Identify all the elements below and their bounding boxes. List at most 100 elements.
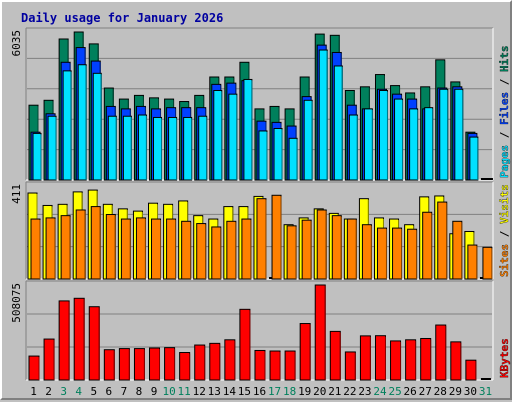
bar-kbytes-day-15	[239, 308, 251, 381]
bar-kbytes-day-11	[179, 352, 191, 381]
bar-kbytes-day-31	[480, 378, 491, 380]
day-label-4: 4	[75, 385, 82, 398]
bar-sites-day-28	[437, 201, 448, 280]
bar-kbytes-day-2	[43, 338, 55, 381]
bar-sites-day-15	[241, 218, 252, 280]
day-label-31: 31	[479, 385, 492, 398]
bar-kbytes-day-12	[194, 344, 206, 381]
panel-max-label: 6035	[10, 30, 23, 57]
legend-sites: Sites	[498, 244, 511, 277]
bar-sites-day-14	[226, 220, 237, 280]
legend-visits: Visits	[498, 184, 511, 224]
day-label-2: 2	[45, 385, 52, 398]
day-label-11: 11	[178, 385, 191, 398]
day-label-19: 19	[298, 385, 311, 398]
bar-sites-day-29	[452, 220, 463, 280]
bar-kbytes-day-1	[28, 355, 40, 381]
bar-pages-day-4	[77, 64, 87, 181]
day-label-16: 16	[253, 385, 266, 398]
bar-kbytes-day-24	[374, 335, 386, 381]
day-labels: 1 2 3 4 5 6 7 8 9 10 11 12 13 14 15 16 17 18 19 20 21 22 23 24 2…	[30, 385, 492, 398]
bar-sites-day-27	[422, 211, 433, 280]
bar-kbytes-day-23	[359, 335, 371, 381]
bar-sites-day-3	[60, 215, 71, 280]
bar-pages-day-27	[424, 107, 434, 181]
bar-sites-day-4	[75, 209, 86, 280]
day-label-17: 17	[268, 385, 281, 398]
bar-pages-day-30	[469, 136, 479, 181]
panel-max-label: 508075	[10, 283, 23, 323]
legend-hits-files-pages: Pages / Files / Hits	[498, 46, 511, 179]
day-label-9: 9	[151, 385, 158, 398]
bar-sites-day-31	[482, 246, 493, 280]
bar-kbytes-day-25	[390, 340, 402, 381]
bar-sites-day-6	[105, 214, 116, 280]
bar-kbytes-day-9	[149, 347, 161, 381]
bar-kbytes-day-19	[299, 323, 311, 381]
bar-sites-day-12	[196, 223, 207, 280]
day-label-22: 22	[343, 385, 356, 398]
day-label-21: 21	[328, 385, 341, 398]
bar-pages-day-7	[122, 115, 132, 181]
bar-pages-day-29	[454, 88, 464, 181]
bar-sites-day-19	[301, 219, 312, 280]
bar-kbytes-day-3	[58, 300, 70, 381]
day-label-13: 13	[208, 385, 221, 398]
bar-sites-day-21	[331, 215, 342, 280]
bar-pages-day-11	[183, 116, 193, 181]
bar-sites-day-7	[120, 218, 131, 280]
day-label-18: 18	[283, 385, 296, 398]
day-label-8: 8	[136, 385, 143, 398]
bar-sites-day-11	[181, 220, 192, 280]
bar-sites-day-26	[407, 228, 418, 280]
bar-kbytes-day-22	[344, 351, 356, 381]
day-label-29: 29	[449, 385, 462, 398]
day-label-3: 3	[60, 385, 67, 398]
bar-sites-day-13	[211, 226, 222, 280]
panel-kbytes: 508075	[10, 280, 494, 381]
bar-kbytes-day-8	[133, 348, 145, 381]
bar-pages-day-5	[92, 72, 102, 181]
bar-kbytes-day-30	[465, 359, 477, 381]
day-label-25: 25	[388, 385, 401, 398]
bar-kbytes-day-16	[254, 349, 266, 381]
day-label-23: 23	[358, 385, 371, 398]
day-label-30: 30	[464, 385, 477, 398]
bar-pages-day-14	[228, 93, 238, 181]
bar-kbytes-day-10	[164, 347, 176, 381]
panel-max-label: 411	[10, 184, 23, 204]
day-label-6: 6	[106, 385, 113, 398]
bar-kbytes-day-27	[420, 337, 432, 381]
bar-sites-day-9	[151, 218, 162, 280]
day-label-15: 15	[238, 385, 251, 398]
bar-sites-day-24	[376, 227, 387, 280]
bar-pages-day-3	[62, 70, 72, 181]
bar-pages-day-15	[243, 78, 253, 181]
bar-sites-day-2	[45, 217, 56, 280]
bar-kbytes-day-17	[269, 350, 281, 381]
bar-sites-day-22	[346, 218, 357, 280]
bar-pages-day-18	[288, 137, 298, 181]
bar-pages-day-17	[273, 128, 283, 181]
bar-kbytes-day-7	[118, 348, 130, 381]
bar-pages-day-25	[394, 98, 404, 181]
day-label-5: 5	[90, 385, 97, 398]
bar-sites-day-1	[30, 218, 41, 280]
legend-kbytes: KBytes	[498, 338, 511, 378]
day-label-1: 1	[30, 385, 37, 398]
bar-sites-day-23	[361, 224, 372, 280]
bar-kbytes-day-29	[450, 341, 462, 381]
bar-pages-day-23	[363, 108, 373, 181]
day-label-20: 20	[313, 385, 326, 398]
chart-title: Daily usage for January 2026	[21, 11, 223, 25]
bar-sites-day-18	[286, 225, 297, 280]
bar-pages-day-12	[198, 115, 208, 181]
day-label-10: 10	[162, 385, 175, 398]
bar-pages-day-16	[258, 130, 268, 181]
bar-pages-day-19	[303, 99, 313, 181]
bar-kbytes-day-21	[329, 330, 341, 381]
legend-separator: /	[498, 224, 511, 244]
bar-pages-day-6	[107, 115, 117, 181]
legend-hits: Hits	[498, 46, 511, 73]
day-label-28: 28	[434, 385, 447, 398]
